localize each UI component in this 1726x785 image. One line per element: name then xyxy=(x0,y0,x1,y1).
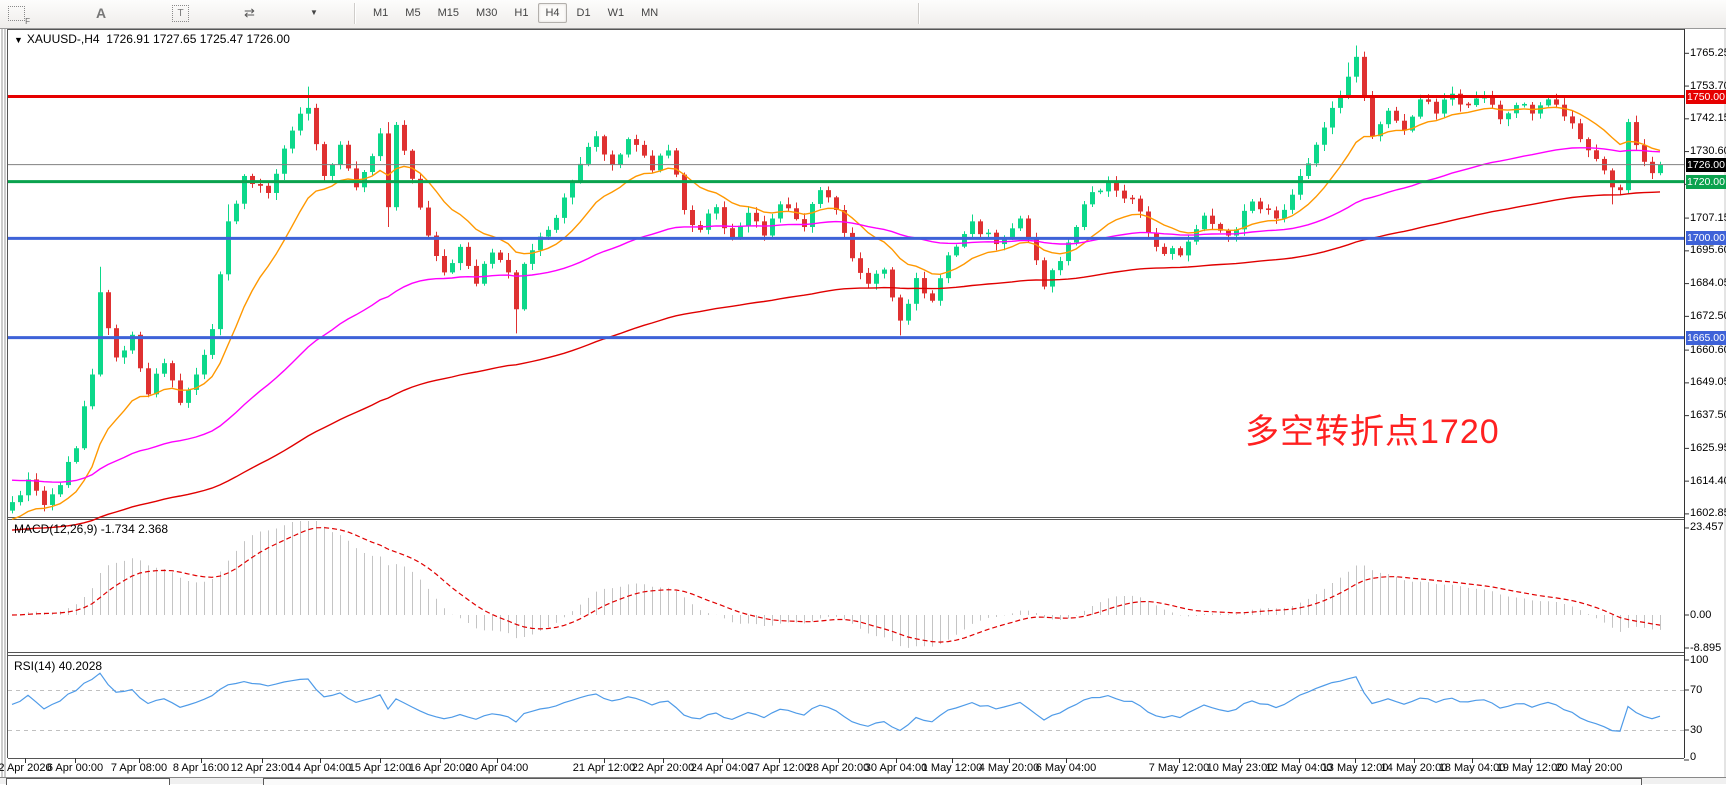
price-axis-tick: 1614.40 xyxy=(1690,475,1726,487)
rsi-indicator-label: RSI(14) 40.2028 xyxy=(14,659,102,673)
time-axis-tick: 15 Apr 12:00 xyxy=(349,762,411,774)
timeframe-button-m30[interactable]: M30 xyxy=(469,3,504,23)
bar-low: 1725.47 xyxy=(200,32,243,46)
bar-close: 1726.00 xyxy=(246,32,289,46)
time-axis-tick: 7 May 12:00 xyxy=(1149,762,1210,774)
time-axis-tick: 27 Apr 12:00 xyxy=(748,762,810,774)
price-axis-tick: 1637.50 xyxy=(1690,409,1726,421)
chart-header: ▼ XAUUSD-,H4 1726.91 1727.65 1725.47 1726… xyxy=(14,32,290,46)
time-axis-tick: 13 May 12:00 xyxy=(1322,762,1389,774)
time-axis-tick: 12 Apr 23:00 xyxy=(231,762,293,774)
macd-values: -1.734 2.368 xyxy=(101,522,168,536)
time-axis-tick: 14 May 20:00 xyxy=(1381,762,1448,774)
time-axis-tick: 21 Apr 12:00 xyxy=(573,762,635,774)
time-axis-tick: 20 Apr 04:00 xyxy=(466,762,528,774)
timeframe-button-mn[interactable]: MN xyxy=(634,3,665,23)
toolbar-separator xyxy=(918,3,920,24)
dropdown-caret-icon[interactable]: ▼ xyxy=(310,8,318,17)
chart-tabs-strip xyxy=(0,778,1726,784)
bar-high: 1727.65 xyxy=(153,32,196,46)
time-axis-tick: 24 Apr 04:00 xyxy=(691,762,753,774)
timeframe-button-m15[interactable]: M15 xyxy=(431,3,466,23)
collapse-caret-icon[interactable]: ▼ xyxy=(14,35,23,45)
time-axis-tick: 18 May 04:00 xyxy=(1439,762,1506,774)
timeframe-button-m1[interactable]: M1 xyxy=(366,3,395,23)
macd-title: MACD(12,26,9) xyxy=(14,522,97,536)
macd-axis-tick: 23.457 xyxy=(1690,521,1724,533)
time-axis-tick: 4 May 20:00 xyxy=(979,762,1040,774)
time-axis-tick: 20 May 20:00 xyxy=(1556,762,1623,774)
price-axis-tick: 1730.60 xyxy=(1690,145,1726,157)
price-axis-tick: 1684.05 xyxy=(1690,277,1726,289)
price-axis-tick: 1765.25 xyxy=(1690,47,1726,59)
time-axis-tick: 6 Apr 00:00 xyxy=(47,762,103,774)
ma-fast-orange xyxy=(12,107,1660,519)
chart-text-annotation[interactable]: 多空转折点1720 xyxy=(1245,404,1500,453)
rsi-axis-tick: 0 xyxy=(1690,751,1696,763)
time-axis-tick: 16 Apr 20:00 xyxy=(409,762,471,774)
time-axis-tick: 22 Apr 20:00 xyxy=(632,762,694,774)
time-axis-tick: 7 Apr 08:00 xyxy=(111,762,167,774)
price-axis-tick: 1602.85 xyxy=(1690,507,1726,519)
bar-open: 1726.91 xyxy=(106,32,149,46)
timeframe-button-m5[interactable]: M5 xyxy=(398,3,427,23)
text-tool-icon[interactable]: T xyxy=(172,5,189,22)
price-axis-tick: 1660.60 xyxy=(1690,344,1726,356)
time-axis-tick: 28 Apr 20:00 xyxy=(807,762,869,774)
ma-slow-red xyxy=(12,192,1660,530)
rsi-axis-tick: 30 xyxy=(1690,724,1702,736)
price-axis-tick: 1672.50 xyxy=(1690,310,1726,322)
hline-price-tag: 1720.00 xyxy=(1686,175,1726,189)
time-axis-tick: 6 May 04:00 xyxy=(1036,762,1097,774)
time-axis-tick: 2 Apr 2020 xyxy=(0,762,52,774)
timeframe-button-h4[interactable]: H4 xyxy=(538,3,566,23)
rsi-axis-tick: 70 xyxy=(1690,684,1702,696)
time-axis-tick: 10 May 23:00 xyxy=(1207,762,1274,774)
rsi-line xyxy=(12,673,1660,731)
macd-indicator-label: MACD(12,26,9) -1.734 2.368 xyxy=(14,522,168,536)
price-axis-tick: 1695.60 xyxy=(1690,244,1726,256)
hline-price-tag: 1750.00 xyxy=(1686,90,1726,104)
toolbar-separator xyxy=(354,3,356,24)
timeframe-button-w1[interactable]: W1 xyxy=(601,3,632,23)
hline-price-tag: 1700.00 xyxy=(1686,231,1726,245)
cycle-arrows-icon[interactable]: ⇄ xyxy=(244,5,255,21)
current-price-tag: 1726.00 xyxy=(1686,158,1726,172)
time-axis-tick: 19 May 12:00 xyxy=(1497,762,1564,774)
time-axis-tick: 8 Apr 16:00 xyxy=(173,762,229,774)
rsi-axis-tick: 100 xyxy=(1690,654,1708,666)
rsi-value: 40.2028 xyxy=(59,659,102,673)
symbol-timeframe: XAUUSD-,H4 xyxy=(27,32,100,46)
timeframe-button-h1[interactable]: H1 xyxy=(507,3,535,23)
macd-axis-tick: 0.00 xyxy=(1690,609,1711,621)
price-axis-tick: 1649.05 xyxy=(1690,376,1726,388)
price-axis-tick: 1742.15 xyxy=(1690,112,1726,124)
grid-formula-icon[interactable] xyxy=(8,6,25,21)
time-axis-tick: 14 Apr 04:00 xyxy=(289,762,351,774)
annotate-letter-icon[interactable]: A xyxy=(96,5,106,21)
price-axis-tick: 1707.15 xyxy=(1690,212,1726,224)
price-axis-tick: 1625.95 xyxy=(1690,442,1726,454)
hline-price-tag: 1665.00 xyxy=(1686,331,1726,345)
timeframe-button-d1[interactable]: D1 xyxy=(570,3,598,23)
time-axis-tick: 30 Apr 04:00 xyxy=(865,762,927,774)
macd-axis-tick: -8.895 xyxy=(1690,642,1721,654)
rsi-title: RSI(14) xyxy=(14,659,55,673)
time-axis-tick: 1 May 12:00 xyxy=(922,762,983,774)
